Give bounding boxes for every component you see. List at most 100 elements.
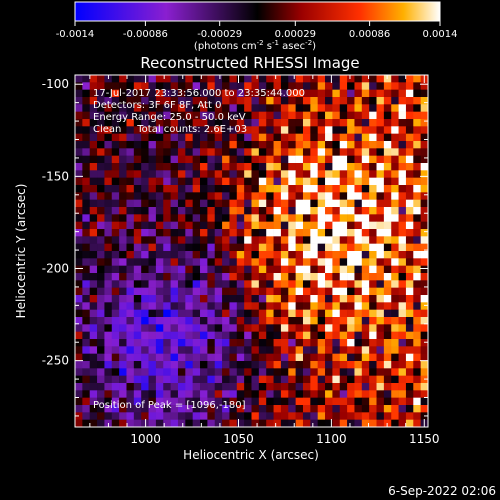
heatmap-cell <box>229 383 238 391</box>
heatmap-cell <box>207 207 216 215</box>
heatmap-cell <box>405 346 414 354</box>
heatmap-cell <box>354 89 363 98</box>
heatmap-cell <box>214 243 223 252</box>
heatmap-cell <box>82 243 90 252</box>
heatmap-cell <box>273 339 282 347</box>
heatmap-cell <box>207 353 216 362</box>
heatmap-cell <box>376 368 385 376</box>
heatmap-cell <box>295 339 304 347</box>
heatmap-cell <box>332 192 341 200</box>
heatmap-cell <box>97 405 105 413</box>
heatmap-cell <box>222 302 230 310</box>
heatmap-cell <box>376 75 385 83</box>
heatmap-cell <box>104 199 113 208</box>
heatmap-cell <box>163 192 171 200</box>
heatmap-cell <box>111 405 120 413</box>
heatmap-cell <box>288 287 296 296</box>
heatmap-cell <box>155 185 164 193</box>
heatmap-cell <box>332 280 341 288</box>
heatmap-cell <box>119 155 127 164</box>
heatmap-cell <box>251 148 260 156</box>
heatmap-cell <box>347 75 355 83</box>
heatmap-cell <box>214 383 223 391</box>
heatmap-cell <box>310 192 318 200</box>
heatmap-cell <box>163 155 171 164</box>
heatmap-cell <box>288 346 296 354</box>
heatmap-cell <box>104 390 113 398</box>
heatmap-cell <box>347 265 355 274</box>
heatmap-cell <box>398 361 407 369</box>
heatmap-cell <box>325 324 333 332</box>
heatmap-cell <box>119 141 127 149</box>
heatmap-cell <box>295 265 304 274</box>
heatmap-cell <box>148 339 157 347</box>
heatmap-cell <box>420 243 428 252</box>
colorbar <box>74 1 441 22</box>
heatmap-cell <box>273 163 282 171</box>
heatmap-cell <box>325 317 333 325</box>
heatmap-cell <box>325 97 333 105</box>
heatmap-cell <box>325 89 333 98</box>
heatmap-cell <box>170 97 179 105</box>
heatmap-cell <box>214 133 223 142</box>
heatmap-cell <box>141 331 149 340</box>
heatmap-cell <box>273 273 282 281</box>
heatmap-cell <box>170 405 179 413</box>
heatmap-cell <box>192 97 201 105</box>
heatmap-cell <box>273 97 282 105</box>
heatmap-cell <box>141 243 149 252</box>
heatmap-cell <box>104 141 113 149</box>
heatmap-cell <box>376 317 385 325</box>
heatmap-cell <box>200 346 208 354</box>
heatmap-cell <box>339 295 348 303</box>
heatmap-cell <box>383 339 392 347</box>
heatmap-cell <box>383 207 392 215</box>
heatmap-cell <box>383 243 392 252</box>
heatmap-cell <box>104 236 113 244</box>
heatmap-cell <box>126 243 135 252</box>
heatmap-cell <box>126 155 135 164</box>
heatmap-cell <box>82 368 90 376</box>
heatmap-cell <box>288 295 296 303</box>
heatmap-cell <box>420 339 428 347</box>
heatmap-cell <box>236 170 245 178</box>
heatmap-cell <box>244 287 252 296</box>
heatmap-cell <box>369 163 377 171</box>
heatmap-cell <box>310 148 318 156</box>
heatmap-cell <box>97 82 105 90</box>
heatmap-cell <box>273 229 282 237</box>
y-tick-label: -150 <box>42 169 69 183</box>
heatmap-cell <box>163 280 171 288</box>
heatmap-cell <box>420 82 428 90</box>
heatmap-cell <box>148 126 157 134</box>
heatmap-cell <box>236 185 245 193</box>
heatmap-cell <box>148 302 157 310</box>
heatmap-cell <box>354 375 363 384</box>
heatmap-cell <box>170 111 179 120</box>
colorbar-tick-label: -0.00029 <box>197 29 242 40</box>
heatmap-cell <box>170 375 179 384</box>
heatmap-cell <box>104 89 113 98</box>
heatmap-cell <box>148 148 157 156</box>
heatmap-cell <box>317 192 326 200</box>
heatmap-cell <box>332 229 341 237</box>
heatmap-cell <box>391 97 399 105</box>
heatmap-cell <box>200 214 208 222</box>
heatmap-cell <box>405 302 414 310</box>
heatmap-cell <box>89 170 98 178</box>
heatmap-cell <box>288 163 296 171</box>
heatmap-cell <box>75 405 83 413</box>
heatmap-cell <box>266 273 274 281</box>
heatmap-cell <box>354 141 363 149</box>
heatmap-cell <box>200 339 208 347</box>
heatmap-cell <box>185 104 193 112</box>
heatmap-cell <box>361 141 370 149</box>
heatmap-cell <box>280 148 289 156</box>
heatmap-cell <box>280 192 289 200</box>
heatmap-cell <box>398 185 407 193</box>
heatmap-cell <box>177 412 186 420</box>
heatmap-cell <box>376 155 385 164</box>
heatmap-cell <box>280 141 289 149</box>
heatmap-cell <box>200 177 208 186</box>
heatmap-cell <box>317 75 326 83</box>
